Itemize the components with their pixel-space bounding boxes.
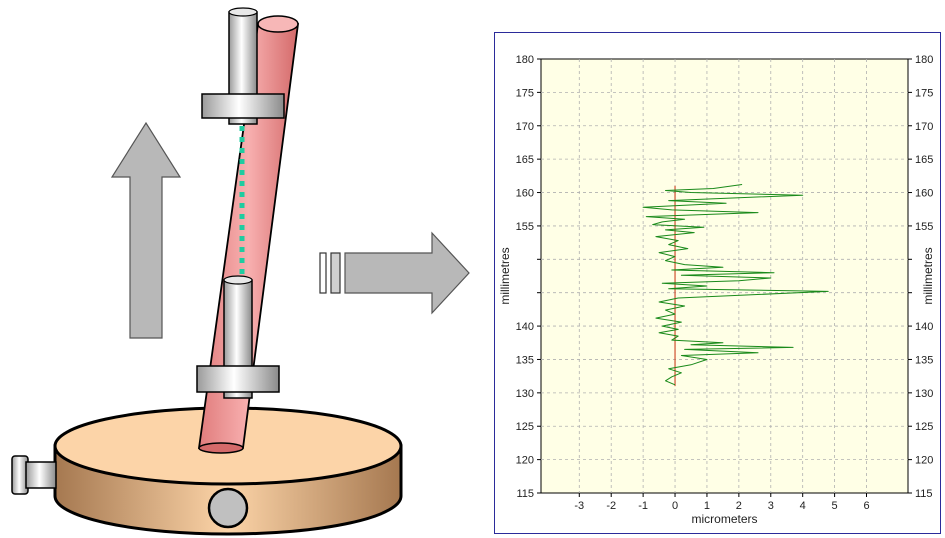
clamp-top [201, 7, 285, 125]
clamp-bottom [196, 275, 280, 399]
plot-area [540, 58, 909, 494]
x-tick-label: 2 [736, 500, 742, 512]
y-tick-label-left: 175 [516, 87, 534, 99]
y-tick-label-left: 160 [516, 188, 534, 200]
profile-trace [642, 184, 829, 386]
x-tick-label: 0 [672, 500, 678, 512]
x-tick-label: 6 [863, 500, 869, 512]
x-tick-label: 5 [832, 500, 838, 512]
y-tick-label-right: 160 [915, 188, 933, 200]
y-axis-title-left: millimetres [498, 247, 512, 304]
apparatus-illustration [11, 7, 470, 536]
y-tick-label-left: 165 [516, 154, 534, 166]
y-tick-label-left: 120 [516, 455, 534, 467]
front-knob [207, 487, 249, 529]
y-tick-label-right: 120 [915, 455, 933, 467]
y-tick-label-right: 125 [915, 421, 933, 433]
y-tick-label-left: 125 [516, 421, 534, 433]
y-tick-label-left: 155 [516, 221, 534, 233]
x-tick-label: 3 [768, 500, 774, 512]
chart-frame: -3 -2 -1 0 1 2 3 4 5 6 115 115 120 120 125 125 130 130 135… [494, 32, 941, 534]
y-tick-label-left: 115 [516, 488, 534, 500]
y-tick-label-left: 170 [516, 121, 534, 133]
x-tick-label: -1 [638, 500, 648, 512]
trace-group [642, 184, 829, 386]
x-tick-label: -2 [606, 500, 616, 512]
y-tick-label-right: 180 [915, 54, 933, 66]
up-arrow-icon [110, 121, 182, 339]
x-tick-label: 4 [800, 500, 806, 512]
y-axis-title-right: millimetres [921, 247, 935, 304]
x-tick-label: -3 [574, 500, 584, 512]
y-tick-label-right: 170 [915, 121, 933, 133]
y-tick-label-right: 155 [915, 221, 933, 233]
y-tick-label-left: 140 [516, 321, 534, 333]
y-tick-label-right: 115 [915, 488, 933, 500]
y-tick-label-left: 180 [516, 54, 534, 66]
grid [541, 59, 908, 493]
side-knob [11, 455, 57, 495]
tick-labels: -3 -2 -1 0 1 2 3 4 5 6 115 115 120 120 125 125 130 130 135… [516, 54, 934, 512]
y-tick-label-left: 130 [516, 388, 534, 400]
profile-chart: -3 -2 -1 0 1 2 3 4 5 6 115 115 120 120 125 125 130 130 135… [498, 54, 935, 526]
y-tick-label-right: 135 [915, 354, 933, 366]
x-axis-title: micrometers [691, 512, 757, 526]
y-tick-label-right: 140 [915, 321, 933, 333]
y-tick-label-right: 130 [915, 388, 933, 400]
tick-marks [537, 58, 912, 497]
y-tick-label-left: 135 [516, 354, 534, 366]
right-arrow-icon [319, 231, 470, 315]
y-tick-label-right: 175 [915, 87, 933, 99]
x-tick-label: 1 [704, 500, 710, 512]
y-tick-label-right: 165 [915, 154, 933, 166]
